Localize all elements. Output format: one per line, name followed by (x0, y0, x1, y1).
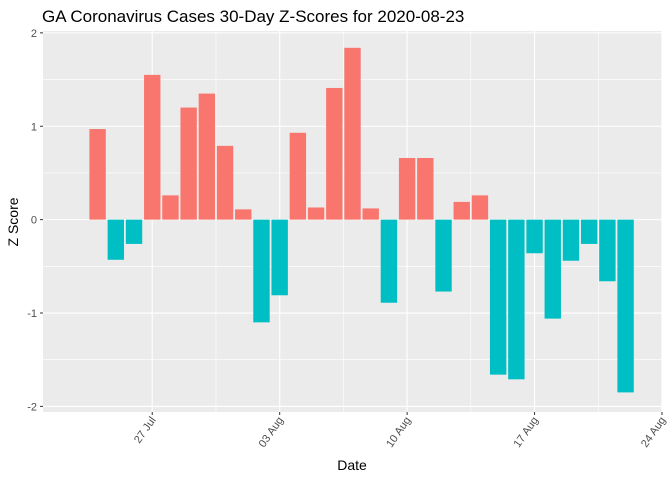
bar (489, 219, 507, 375)
bar (617, 219, 634, 393)
bar (380, 219, 398, 303)
bar (526, 219, 543, 254)
bar (599, 219, 616, 282)
bar (453, 201, 470, 220)
bar (125, 219, 143, 244)
bar (289, 132, 307, 220)
bar (216, 145, 234, 220)
bar (107, 219, 125, 260)
bar (398, 158, 416, 220)
y-tick-label: 1 (31, 121, 37, 133)
bar (307, 207, 325, 220)
y-axis: -2 -1 0 1 2 (27, 28, 43, 413)
bar (89, 129, 106, 220)
x-tick-label: 03 Aug (257, 415, 286, 450)
bar (362, 208, 379, 220)
bar (180, 107, 197, 220)
y-tick-label: -2 (27, 401, 37, 413)
x-tick-label: 27 Jul (132, 415, 159, 446)
bar (198, 93, 216, 220)
bar (162, 195, 179, 220)
bar (235, 209, 252, 220)
bar (417, 158, 434, 220)
bar (144, 74, 161, 220)
bar (562, 219, 580, 261)
x-tick-label: 10 Aug (384, 415, 413, 450)
x-tick-label: 17 Aug (512, 415, 541, 450)
bar (253, 219, 270, 323)
y-tick-label: -1 (27, 308, 37, 320)
x-axis-label: Date (337, 457, 367, 473)
bar (580, 219, 598, 244)
x-axis: 27 Jul 03 Aug 10 Aug 17 Aug 24 Aug (132, 412, 668, 450)
bar (544, 219, 561, 319)
bar (508, 219, 525, 380)
y-tick-label: 2 (31, 28, 37, 40)
bar (435, 219, 452, 292)
bar (326, 87, 343, 220)
x-tick-label: 24 Aug (639, 415, 668, 450)
y-axis-label: Z Score (5, 197, 21, 246)
bar (344, 47, 361, 220)
bar (471, 195, 489, 220)
y-tick-label: 0 (31, 215, 37, 227)
chart-title: GA Coronavirus Cases 30-Day Z-Scores for… (42, 7, 464, 26)
bars (89, 47, 634, 393)
bar (271, 219, 288, 296)
